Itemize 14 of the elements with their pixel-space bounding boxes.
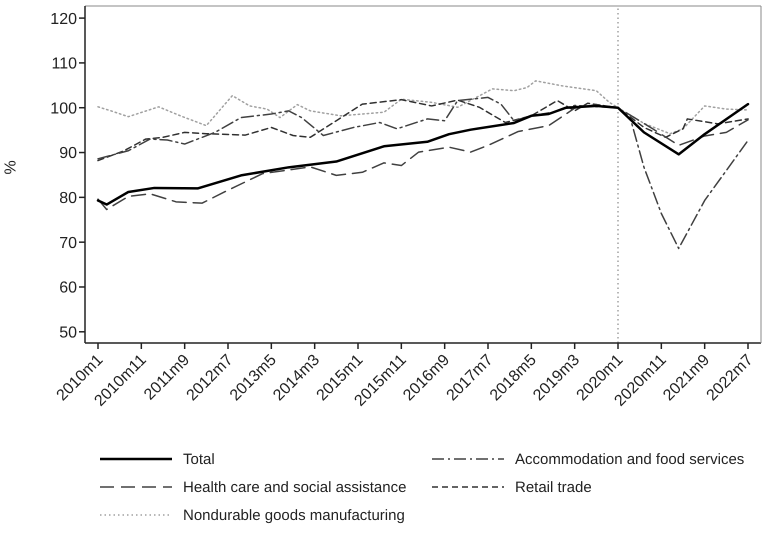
- y-tick-label: 90: [59, 145, 78, 162]
- y-tick-label: 120: [50, 10, 78, 28]
- legend-label: Retail trade: [515, 478, 592, 496]
- y-tick-label: 70: [59, 234, 78, 252]
- y-tick-label: 100: [50, 100, 78, 118]
- y-tick-label: 110: [51, 56, 78, 73]
- y-axis-title: %: [2, 160, 20, 174]
- legend-label: Health care and social assistance: [183, 478, 406, 496]
- legend-label: Total: [183, 450, 215, 468]
- y-tick-label: 50: [59, 324, 78, 342]
- legend-label: Nondurable goods manufacturing: [183, 506, 405, 524]
- y-tick-label: 80: [59, 190, 78, 208]
- y-tick-label: 60: [59, 280, 78, 297]
- legend-label: Accommodation and food services: [515, 450, 744, 468]
